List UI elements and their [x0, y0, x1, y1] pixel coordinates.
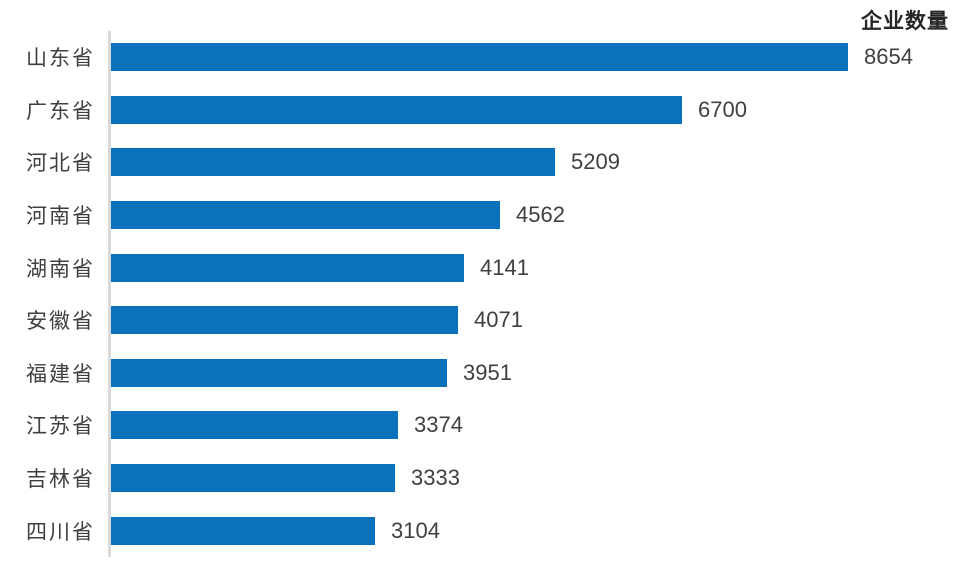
category-label: 广东省	[26, 98, 95, 123]
value-label: 4071	[474, 307, 523, 333]
bar	[111, 43, 848, 72]
chart-row: 山东省 8654	[0, 31, 959, 84]
chart-row: 河北省 5209	[0, 136, 959, 189]
bar-track: 4562	[111, 189, 959, 242]
chart-row: 安徽省 4071	[0, 294, 959, 347]
category-label: 河南省	[26, 204, 95, 229]
chart-rows: 山东省 8654 广东省 6700 河北省 5209 河南省 4562 湖南省 4141 安徽省 40…	[0, 31, 959, 557]
value-label: 4141	[480, 254, 529, 280]
bar-track: 6700	[111, 84, 959, 137]
value-label: 3104	[391, 517, 440, 543]
chart-row: 福建省 3951	[0, 347, 959, 400]
chart-row: 广东省 6700	[0, 84, 959, 137]
bar	[111, 358, 447, 387]
category-label: 山东省	[26, 46, 95, 71]
y-axis-line	[108, 31, 111, 557]
category-label: 江苏省	[26, 414, 95, 439]
bar	[111, 516, 375, 545]
category-label: 四川省	[26, 519, 95, 544]
bar	[111, 306, 458, 335]
bar	[111, 411, 398, 440]
chart-row: 河南省 4562	[0, 189, 959, 242]
bar-track: 8654	[111, 31, 959, 84]
chart-row: 江苏省 3374	[0, 399, 959, 452]
bar-track: 4071	[111, 294, 959, 347]
chart-row: 吉林省 3333	[0, 452, 959, 505]
value-label: 3333	[411, 465, 460, 491]
value-label: 3374	[414, 412, 463, 438]
category-label: 吉林省	[26, 467, 95, 492]
chart-row: 四川省 3104	[0, 504, 959, 557]
category-label: 河北省	[26, 151, 95, 176]
category-label: 安徽省	[26, 309, 95, 334]
bar-track: 4141	[111, 241, 959, 294]
value-label: 4562	[516, 202, 565, 228]
category-label: 湖南省	[26, 256, 95, 281]
bar	[111, 148, 555, 177]
category-label: 福建省	[26, 361, 95, 386]
chart-title: 企业数量	[861, 10, 949, 33]
value-label: 3951	[463, 359, 512, 385]
chart-row: 湖南省 4141	[0, 241, 959, 294]
bar-track: 3333	[111, 452, 959, 505]
bar-track: 5209	[111, 136, 959, 189]
bar	[111, 464, 395, 493]
bar	[111, 95, 682, 124]
bar-track: 3374	[111, 399, 959, 452]
value-label: 8654	[864, 44, 913, 70]
bar	[111, 253, 464, 282]
value-label: 6700	[698, 96, 747, 122]
bar	[111, 201, 500, 230]
bar-track: 3104	[111, 504, 959, 557]
value-label: 5209	[571, 149, 620, 175]
bar-track: 3951	[111, 347, 959, 400]
